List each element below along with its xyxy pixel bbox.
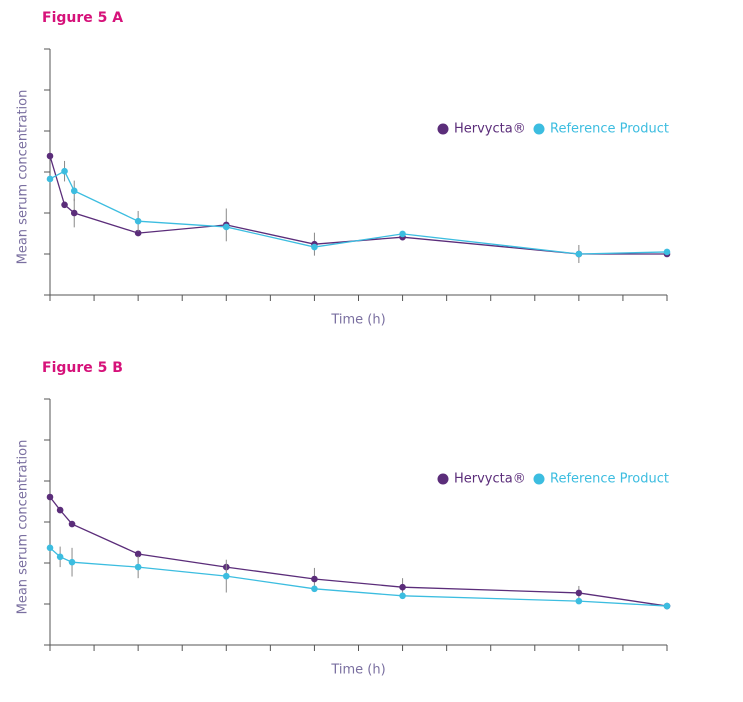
y-axis-label: Mean serum concentration <box>16 440 31 615</box>
data-point <box>311 585 318 593</box>
legend-marker <box>533 473 545 485</box>
legend-label: Reference Product <box>550 122 669 137</box>
data-point <box>134 229 142 237</box>
data-point <box>399 583 406 591</box>
data-point <box>56 506 64 514</box>
data-point <box>61 167 68 175</box>
data-point <box>222 223 230 231</box>
data-point <box>70 209 78 217</box>
data-point <box>56 553 64 561</box>
data-point <box>134 550 142 558</box>
series-line <box>49 170 668 255</box>
y-axis-label: Mean serum concentration <box>16 90 31 265</box>
data-point <box>222 572 230 580</box>
chart-title: Figure 5 B <box>42 360 123 376</box>
data-point <box>663 248 671 256</box>
legend-marker <box>437 123 449 135</box>
data-point <box>311 575 318 583</box>
data-point <box>134 217 142 225</box>
data-point <box>68 520 76 528</box>
series-line <box>49 155 667 255</box>
data-point <box>663 602 671 610</box>
legend-marker <box>437 473 449 485</box>
data-point <box>399 230 406 238</box>
data-point <box>134 563 142 571</box>
data-point <box>61 201 68 209</box>
x-axis-label: Time (h) <box>330 663 385 678</box>
series-line <box>49 496 668 607</box>
data-point <box>575 597 583 605</box>
legend-marker <box>533 123 545 135</box>
data-point <box>46 493 54 501</box>
series-line <box>49 547 668 607</box>
data-point <box>46 544 54 552</box>
data-point <box>68 558 76 566</box>
data-point <box>399 592 406 600</box>
data-point <box>46 152 54 160</box>
legend-label: Hervycta® <box>454 472 526 487</box>
legend-label: Reference Product <box>550 472 669 487</box>
data-point <box>311 243 318 251</box>
data-point <box>46 175 54 183</box>
data-point <box>70 187 78 195</box>
x-axis-label: Time (h) <box>330 313 385 328</box>
data-point <box>575 589 583 597</box>
chart-title: Figure 5 A <box>42 10 123 26</box>
legend-label: Hervycta® <box>454 122 526 137</box>
data-point <box>575 250 583 258</box>
